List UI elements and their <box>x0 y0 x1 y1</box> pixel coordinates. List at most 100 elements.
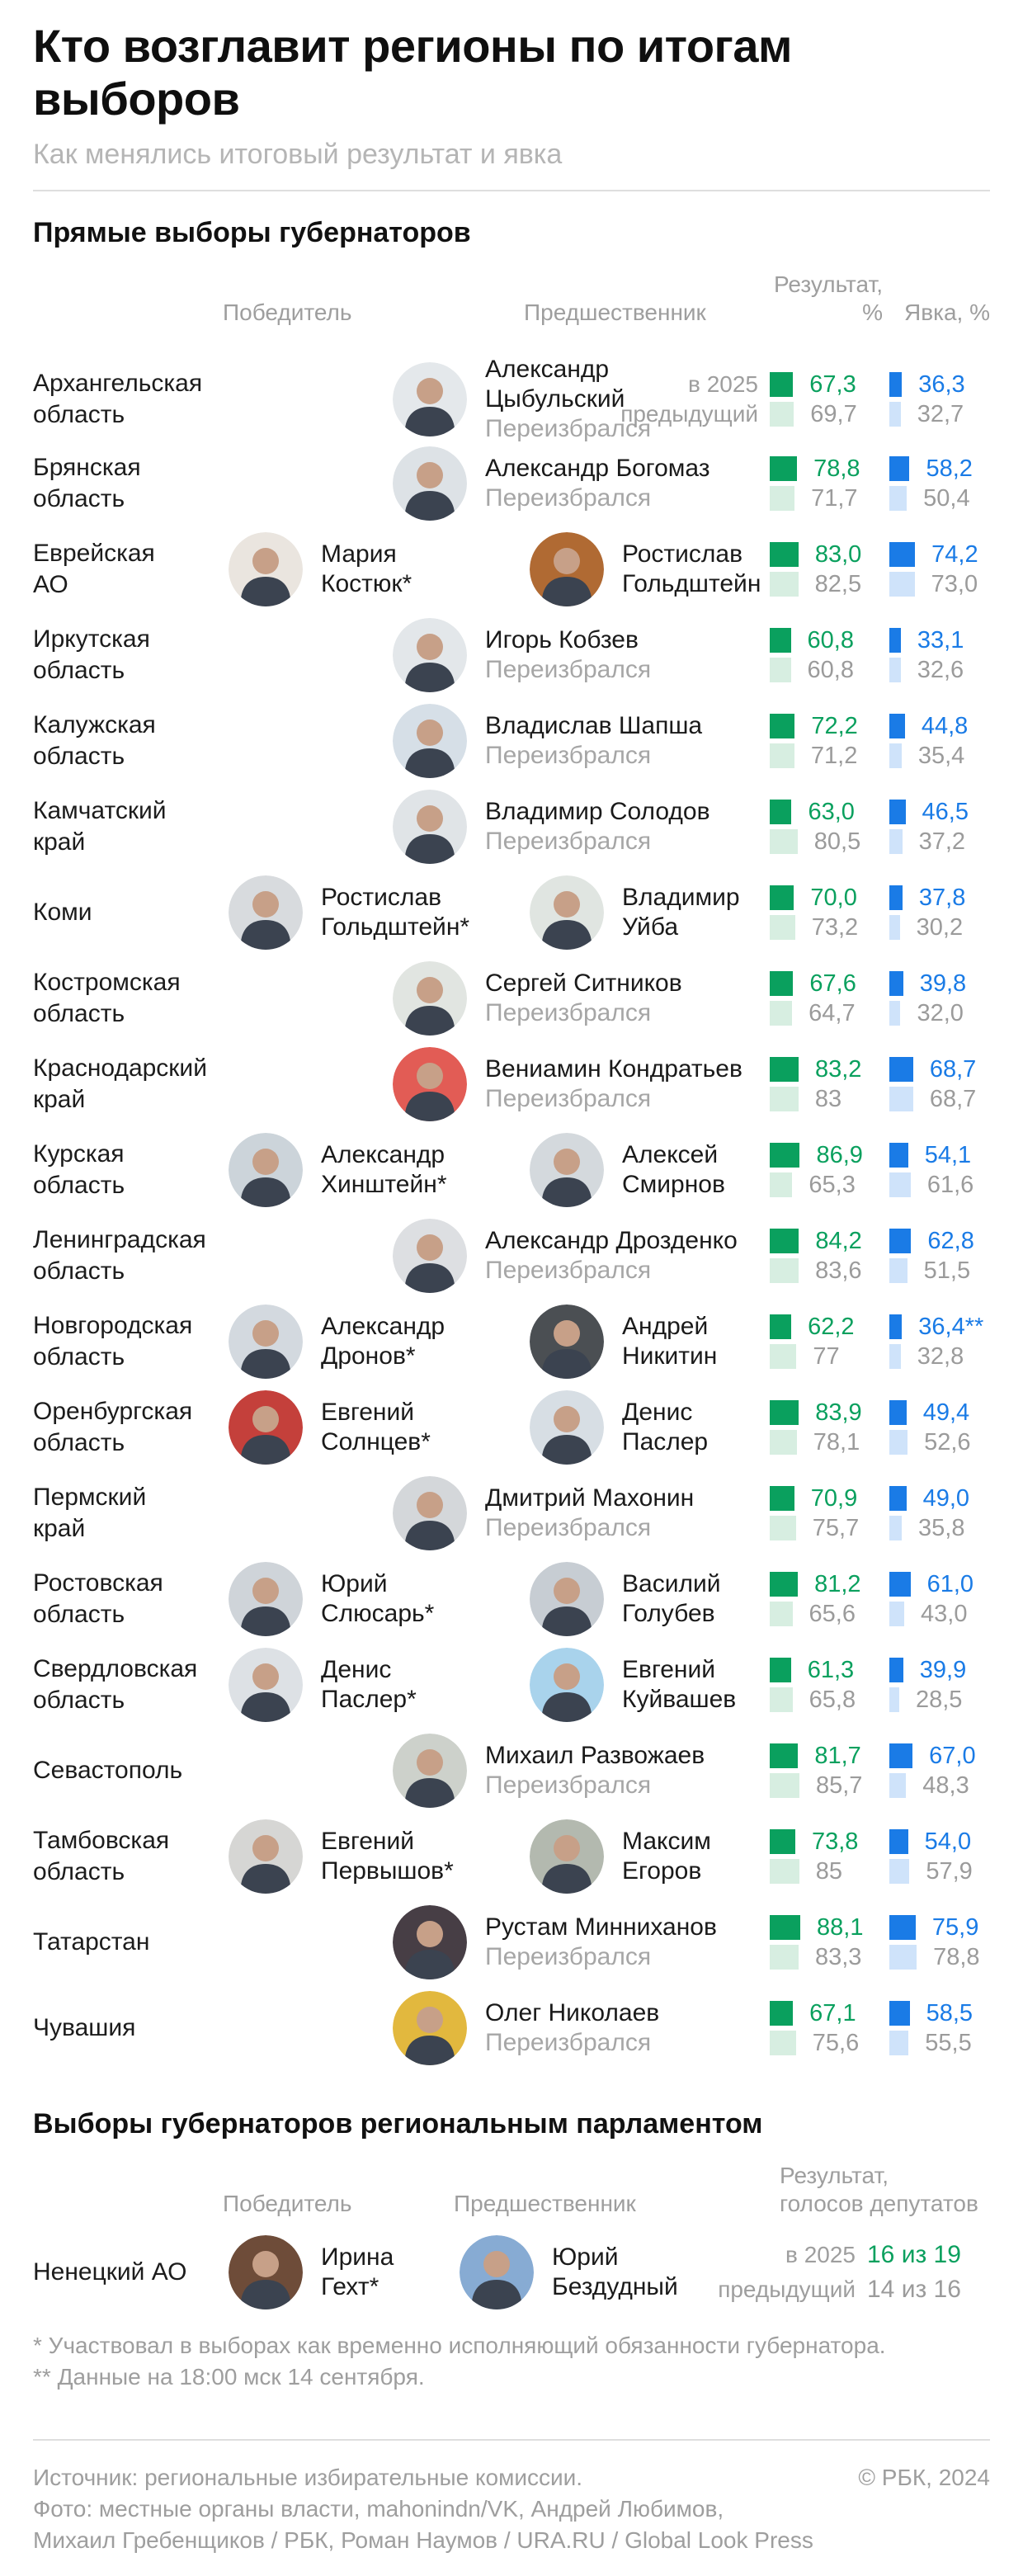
result-value-previous: 83,6 <box>815 1257 862 1284</box>
result-value-2025: 67,1 <box>809 1999 856 2026</box>
turnout-bar-previous <box>889 743 902 768</box>
result-values: в 2025 16 из 19 предыдущий 14 из 16 <box>718 2239 990 2306</box>
turnout-values: 49,4 52,6 <box>883 1399 990 1455</box>
winner-name: Александр Дронов* <box>321 1313 446 1370</box>
predecessor: Максим Егоров <box>524 1819 763 1894</box>
result-values: 84,2 83,6 <box>763 1227 883 1284</box>
winner-photo <box>393 1047 467 1121</box>
result-bar-2025 <box>770 372 794 397</box>
winner-photo <box>229 532 303 606</box>
region-name: Еврейская АО <box>33 540 155 598</box>
person-text: Олег Николаев Переизбрался <box>485 1998 659 2058</box>
region-name: Иркутская область <box>33 625 150 684</box>
turnout-2025-line: 58,2 <box>889 455 990 482</box>
turnout-value-previous: 28,5 <box>915 1686 963 1713</box>
result-value-2025: 61,3 <box>807 1656 855 1683</box>
winner: Евгений Первышов* <box>223 1819 524 1894</box>
predecessor: Владимир Уйба <box>524 875 763 950</box>
person-silhouette-icon <box>530 1133 604 1207</box>
direct-column-headers: Победитель Предшественник Результат, % Я… <box>33 271 990 327</box>
person-silhouette-icon <box>393 790 467 864</box>
bottom-divider <box>33 2439 990 2441</box>
reelected-label: Переизбрался <box>485 999 652 1026</box>
turnout-2025-line: 54,1 <box>889 1142 990 1168</box>
result-bar-previous <box>770 2031 796 2055</box>
result-bar-2025 <box>770 1229 799 1253</box>
predecessor-name: Максим Егоров <box>622 1828 711 1885</box>
person-silhouette-icon <box>229 875 303 950</box>
reelected-label: Переизбрался <box>485 2029 652 2056</box>
person-text: Евгений Первышов* <box>321 1827 454 1886</box>
turnout-bar-2025 <box>889 714 905 738</box>
turnout-value-2025: 44,8 <box>921 712 969 739</box>
turnout-values: 49,0 35,8 <box>883 1485 990 1541</box>
turnout-2025-line: 68,7 <box>889 1056 990 1083</box>
result-value-2025: 70,9 <box>810 1484 858 1512</box>
predecessor-photo <box>530 532 604 606</box>
result-prev-line: 64,7 <box>770 1000 883 1026</box>
winner-cell: Евгений Солнцев* <box>223 1390 524 1465</box>
predecessor-photo <box>530 1305 604 1379</box>
turnout-prev-line: 78,8 <box>889 1944 990 1970</box>
turnout-2025-line: 61,0 <box>889 1571 990 1597</box>
result-2025-line: 62,2 <box>770 1314 883 1340</box>
winner: Сергей Ситников Переизбрался <box>308 961 763 1036</box>
winner: Мария Костюк* <box>223 532 524 606</box>
result-value-2025: 63,0 <box>808 798 855 825</box>
winner-photo <box>393 1476 467 1550</box>
parliament-column-headers: Победитель Предшественник Результат, гол… <box>33 2162 990 2218</box>
turnout-values: 39,8 32,0 <box>883 970 990 1026</box>
turnout-bar-2025 <box>889 1572 911 1597</box>
region-row: Оренбургская область Евгений Солнцев* Дени… <box>33 1385 990 1470</box>
predecessor: Василий Голубев <box>524 1562 763 1636</box>
result-2025-line: 70,9 <box>770 1484 883 1512</box>
person-silhouette-icon <box>393 1991 467 2065</box>
turnout-value-previous: 32,8 <box>917 1342 964 1370</box>
turnout-value-2025: 62,8 <box>927 1227 974 1254</box>
reelected-label: Переизбрался <box>485 1257 652 1284</box>
turnout-prev-line: 32,0 <box>889 1000 990 1026</box>
result-values: 83,2 83 <box>763 1056 883 1112</box>
winner: Денис Паслер* <box>223 1648 524 1722</box>
person-text: Александр Богомаз Переизбрался <box>485 454 710 513</box>
region-name: Брянская область <box>33 454 141 512</box>
winner-cell: Александр Цыбульский Переизбрался <box>223 355 763 444</box>
winner: Владимир Солодов Переизбрался <box>308 790 763 864</box>
turnout-bar-previous <box>889 1773 907 1798</box>
turnout-bar-2025 <box>889 1829 908 1854</box>
predecessor-photo <box>530 1648 604 1722</box>
result-value-previous: 71,7 <box>811 484 858 512</box>
person-silhouette-icon <box>393 1476 467 1550</box>
predecessor-cell: Андрей Никитин <box>524 1305 763 1379</box>
winner-cell: Владислав Шапша Переизбрался <box>223 704 763 778</box>
winner-photo <box>393 961 467 1036</box>
result-2025-line: 83,9 <box>770 1399 883 1426</box>
winner: Александр Богомаз Переизбрался <box>308 446 763 521</box>
result-value-previous: 85,7 <box>815 1772 863 1799</box>
turnout-bar-2025 <box>889 800 906 824</box>
turnout-prev-line: 32,7 <box>889 401 990 427</box>
result-value-2025: 84,2 <box>815 1227 862 1254</box>
predecessor-name: Ростислав Гольдштейн <box>622 540 761 597</box>
result-bar-previous <box>770 1258 799 1283</box>
result-bar-2025 <box>770 456 798 481</box>
predecessor-name: Денис Паслер <box>622 1399 709 1455</box>
person-text: Александр Дронов* <box>321 1312 445 1371</box>
predecessor-cell: Ростислав Гольдштейн <box>524 532 763 606</box>
person-silhouette-icon <box>393 1905 467 1979</box>
result-values: 63,0 80,5 <box>763 798 883 855</box>
region-name: Ненецкий АО <box>33 2258 187 2286</box>
result-bar-previous <box>770 402 794 427</box>
turnout-bar-previous <box>889 572 915 597</box>
winner: Ростислав Гольдштейн* <box>223 875 524 950</box>
result-values: 60,8 60,8 <box>763 627 883 683</box>
label-2025: в 2025 <box>688 371 758 397</box>
winner-name: Ирина Гехт* <box>321 2243 394 2300</box>
predecessor: Алексей Смирнов <box>524 1133 763 1207</box>
winner: Александр Цыбульский Переизбрался <box>308 355 763 444</box>
person-silhouette-icon <box>393 1734 467 1808</box>
turnout-values: 33,1 32,6 <box>883 627 990 683</box>
result-value-previous: 65,8 <box>808 1686 856 1713</box>
turnout-bar-previous <box>889 1687 899 1712</box>
person-text: Юрий Бездудный <box>552 2243 678 2302</box>
